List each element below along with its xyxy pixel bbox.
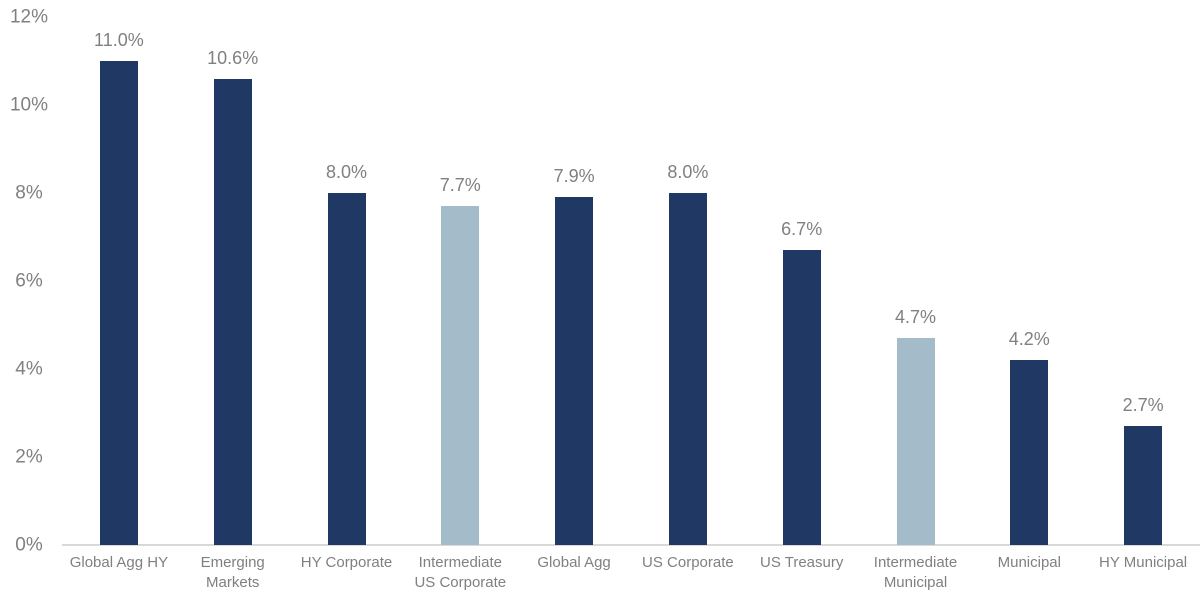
bar-value-label: 10.6% xyxy=(207,47,259,68)
x-axis-label: Global Agg xyxy=(537,554,611,571)
bar-value-label: 7.7% xyxy=(439,175,481,196)
bar-value-label: 6.7% xyxy=(781,219,823,240)
y-axis-tick-label: 12% xyxy=(9,6,49,28)
x-axis-label: HY Municipal xyxy=(1099,554,1188,571)
bar xyxy=(99,61,138,545)
y-axis-tick-label: 10% xyxy=(9,94,49,116)
y-axis-tick-label: 0% xyxy=(15,534,43,556)
bar xyxy=(896,338,935,545)
bar xyxy=(782,250,821,545)
bar-value-label: 8.0% xyxy=(667,162,709,182)
bar-value-label: 2.7% xyxy=(1122,395,1164,416)
bar-value-label: 11.0% xyxy=(94,30,144,50)
bar xyxy=(555,197,594,545)
bar xyxy=(1124,426,1163,545)
bar xyxy=(668,193,707,545)
x-axis-line xyxy=(62,544,1200,546)
x-axis-label: Emerging Markets xyxy=(200,554,265,591)
x-axis-label: Municipal xyxy=(997,554,1061,571)
x-axis-label: HY Corporate xyxy=(300,554,393,571)
x-axis-label: US Treasury xyxy=(760,554,844,571)
y-axis-tick-label: 8% xyxy=(15,182,43,204)
bar-value-label: 7.9% xyxy=(553,166,595,187)
y-axis-tick-label: 4% xyxy=(15,358,43,380)
y-axis-tick-label: 2% xyxy=(15,446,43,468)
bar-value-label: 4.2% xyxy=(1008,329,1050,350)
bar-value-label: 4.7% xyxy=(894,307,937,328)
x-axis-label: Intermediate Municipal xyxy=(873,554,958,591)
bar xyxy=(441,206,480,545)
bar-value-label: 8.0% xyxy=(325,162,368,182)
x-axis-label: US Corporate xyxy=(642,554,734,571)
x-axis-label: Global Agg HY xyxy=(69,554,169,571)
x-axis-label: Intermediate US Corporate xyxy=(414,554,507,591)
bar xyxy=(327,193,366,545)
bar xyxy=(1010,360,1049,545)
bar xyxy=(213,78,252,545)
y-axis-tick-label: 6% xyxy=(15,270,43,292)
